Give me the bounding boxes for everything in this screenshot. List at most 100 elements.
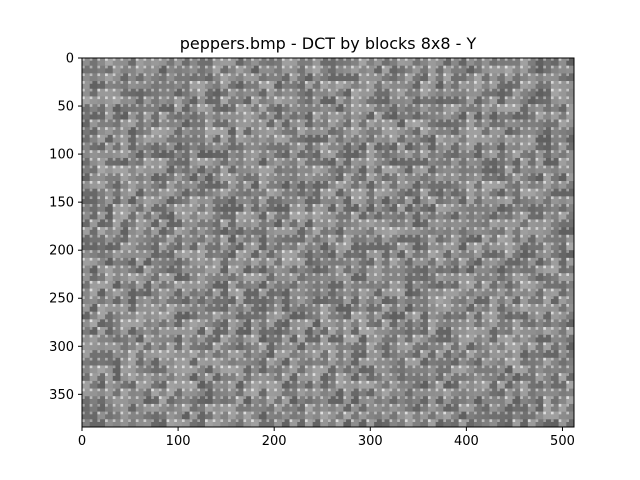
dct-block-dc — [289, 150, 293, 153]
dct-block — [366, 204, 375, 213]
dct-block-dc — [128, 219, 131, 223]
dct-block — [158, 334, 167, 343]
dct-block — [427, 96, 436, 105]
dct-block — [151, 134, 160, 143]
dct-block-dc — [535, 319, 539, 323]
dct-block — [166, 58, 175, 66]
dct-block-dc — [435, 288, 439, 292]
dct-block — [566, 134, 575, 143]
dct-block — [343, 142, 352, 151]
dct-block — [435, 304, 444, 312]
dct-block-dc — [527, 73, 531, 77]
dct-block — [297, 119, 306, 128]
dct-block — [389, 250, 398, 259]
dct-block-dc — [543, 58, 546, 61]
dct-block-dc — [481, 342, 485, 346]
dct-block — [489, 127, 498, 136]
dct-block-dc — [197, 111, 200, 115]
dct-block-dc — [82, 211, 85, 215]
dct-block-dc — [166, 334, 170, 338]
dct-block-dc — [304, 304, 308, 307]
dct-block-dc — [381, 250, 385, 253]
dct-block-dc — [312, 219, 316, 223]
dct-block — [520, 211, 529, 220]
dct-block — [489, 296, 498, 305]
dct-block-dc — [497, 242, 500, 246]
dct-block-dc — [527, 265, 531, 269]
dct-block-dc — [235, 265, 239, 269]
dct-block-dc — [335, 111, 339, 115]
dct-block — [374, 58, 383, 66]
dct-block — [281, 127, 290, 136]
dct-block-dc — [181, 88, 185, 92]
dct-block — [335, 65, 344, 74]
dct-block — [420, 65, 429, 74]
dct-block — [458, 319, 467, 328]
dct-block-dc — [443, 196, 446, 200]
dct-block — [420, 58, 429, 66]
dct-block-dc — [97, 111, 101, 115]
dct-block — [212, 173, 221, 182]
dct-block — [381, 142, 390, 151]
dct-block-dc — [297, 58, 300, 61]
dct-block — [404, 327, 413, 336]
dct-block — [274, 181, 283, 189]
dct-block-dc — [497, 234, 500, 238]
dct-block-dc — [458, 265, 462, 269]
dct-block-dc — [358, 142, 362, 146]
dct-block-dc — [304, 273, 308, 276]
dct-block-dc — [504, 111, 508, 115]
dct-block-dc — [420, 165, 423, 169]
dct-block-dc — [335, 181, 339, 184]
dct-block — [335, 234, 344, 243]
dct-block — [412, 58, 421, 66]
dct-block — [535, 304, 544, 312]
dct-block — [235, 134, 244, 143]
dct-block — [412, 181, 421, 189]
dct-block-dc — [335, 304, 339, 307]
dct-block — [274, 119, 283, 128]
dct-block — [550, 288, 559, 297]
dct-block-dc — [520, 173, 523, 176]
dct-block — [474, 127, 483, 136]
dct-block — [550, 311, 559, 320]
dct-block-dc — [135, 304, 139, 307]
dct-block — [566, 181, 575, 189]
dct-block-dc — [458, 250, 462, 253]
dct-block — [558, 227, 567, 236]
dct-block — [220, 311, 229, 320]
dct-block-dc — [427, 350, 431, 353]
dct-block-dc — [481, 81, 485, 84]
dct-block — [335, 288, 344, 297]
dct-block-dc — [358, 204, 362, 207]
dct-block-dc — [566, 342, 569, 346]
dct-block — [135, 58, 144, 66]
dct-block-dc — [228, 304, 231, 307]
dct-block — [358, 219, 367, 228]
dct-block — [566, 288, 575, 297]
dct-block-dc — [151, 157, 154, 161]
dct-block-dc — [328, 81, 331, 84]
dct-block-dc — [397, 111, 400, 115]
dct-block — [243, 257, 252, 266]
dct-block — [412, 150, 421, 159]
dct-block — [412, 288, 421, 297]
dct-block-dc — [474, 157, 477, 161]
dct-block — [397, 81, 406, 90]
dct-block — [281, 311, 290, 320]
dct-block-dc — [566, 227, 569, 230]
dct-block-dc — [481, 319, 485, 323]
dct-block-dc — [343, 265, 347, 269]
dct-block — [420, 111, 429, 120]
dct-block-dc — [235, 334, 239, 338]
dct-block-dc — [112, 257, 116, 261]
dct-block-dc — [512, 280, 516, 284]
dct-block-dc — [420, 196, 423, 200]
dct-block-dc — [474, 304, 477, 307]
dct-block — [335, 280, 344, 289]
dct-block — [266, 104, 275, 113]
dct-block-dc — [120, 211, 124, 215]
dct-block-dc — [420, 242, 423, 246]
dct-block — [358, 250, 367, 259]
dct-block — [381, 88, 390, 97]
